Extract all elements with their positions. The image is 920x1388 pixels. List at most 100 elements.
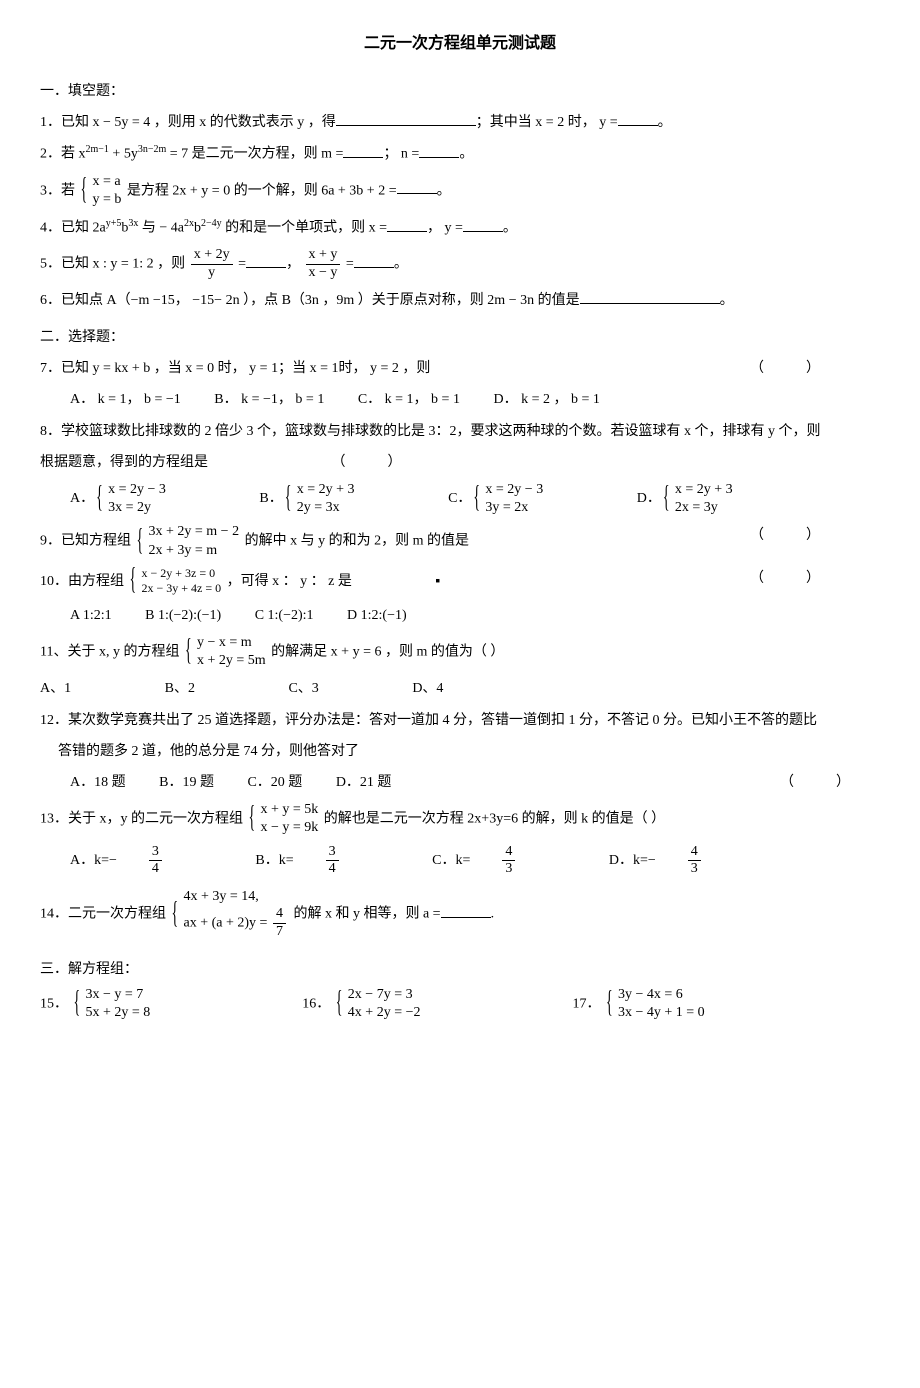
fraction: x + 2yy bbox=[191, 247, 233, 282]
t: ax + (a + 2)y = bbox=[184, 916, 271, 931]
option-c: C．x = 2y − 33y = 2x bbox=[448, 491, 603, 506]
eq: 3x − 4y + 1 = 0 bbox=[618, 1004, 705, 1022]
question-5: 5．已知 x : y = 1: 2 ，则 x + 2yy =， x + yx −… bbox=[40, 247, 880, 282]
q12-line2: 答错的题多 2 道，他的总分是 74 分，则他答对了 bbox=[58, 744, 359, 759]
system: y − x = m x + 2y = 5m bbox=[185, 634, 266, 670]
system: x = a y = b bbox=[81, 173, 122, 209]
question-14: 14．二元一次方程组 4x + 3y = 14, ax + (a + 2)y =… bbox=[40, 884, 880, 945]
num: 4 bbox=[688, 844, 701, 862]
eq: 2x − 7y = 3 bbox=[348, 986, 421, 1004]
eq: y − x = m bbox=[197, 634, 266, 652]
q9-prefix: 9．已知方程组 bbox=[40, 534, 131, 549]
q11-prefix: 11、关于 x, y 的方程组 bbox=[40, 644, 179, 659]
eq: x − 2y + 3z = 0 bbox=[142, 566, 222, 582]
eq: x = 2y + 3 bbox=[675, 481, 733, 499]
question-15: 15． 3x − y = 7 5x + 2y = 8 bbox=[40, 986, 152, 1022]
system: 3x + 2y = m − 2 2x + 3y = m bbox=[137, 523, 240, 559]
eq: x = 2y − 3 bbox=[485, 481, 543, 499]
option-b: B、2 bbox=[165, 681, 195, 696]
eq: y = b bbox=[93, 191, 122, 209]
question-10: 10．由方程组 x − 2y + 3z = 0 2x − 3y + 4z = 0… bbox=[40, 566, 880, 597]
option-a: A．18 题 bbox=[70, 775, 126, 790]
option-c: C 1:(−2):1 bbox=[255, 608, 314, 623]
option-b: B．k=34 bbox=[255, 853, 398, 868]
blank bbox=[343, 143, 383, 158]
q10-prefix: 10．由方程组 bbox=[40, 574, 124, 589]
question-7: 7．已知 y = kx + b ，当 x = 0 时， y = 1；当 x = … bbox=[40, 356, 880, 381]
page-title: 二元一次方程组单元测试题 bbox=[40, 30, 880, 59]
blank bbox=[580, 289, 720, 304]
exp: 2x bbox=[184, 218, 194, 229]
blank bbox=[463, 217, 503, 232]
exp: 2m−1 bbox=[86, 144, 109, 155]
eq: 3y = 2x bbox=[485, 499, 543, 517]
q5-end: 。 bbox=[394, 257, 408, 272]
option-d: D．x = 2y + 32x = 3y bbox=[637, 491, 793, 506]
fraction: x + yx − y bbox=[306, 247, 341, 282]
section-solve: 三．解方程组： bbox=[40, 957, 880, 982]
q2-p1: 2．若 x bbox=[40, 147, 86, 162]
q7-text: 7．已知 y = kx + b ，当 x = 0 时， y = 1；当 x = … bbox=[40, 361, 430, 376]
eq: 4x + 2y = −2 bbox=[348, 1004, 421, 1022]
eq: x = a bbox=[93, 173, 122, 191]
q4-mid2: ， y = bbox=[427, 221, 463, 236]
option-a: A、1 bbox=[40, 681, 71, 696]
q4-p: 4．已知 2a bbox=[40, 221, 106, 236]
eq: 2y = 3x bbox=[297, 499, 355, 517]
blank bbox=[246, 253, 286, 268]
blank bbox=[354, 253, 394, 268]
num: x + y bbox=[306, 247, 341, 265]
eq: 5x + 2y = 8 bbox=[86, 1004, 151, 1022]
q13-prefix: 13．关于 x，y 的二元一次方程组 bbox=[40, 812, 243, 827]
section-choice: 二．选择题： bbox=[40, 325, 880, 350]
q3-mid: 是方程 2x + y = 0 的一个解，则 6a + 3b + 2 = bbox=[127, 183, 397, 198]
t: A．k=− bbox=[70, 853, 117, 868]
q12-options: A．18 题 B．19 题 C．20 题 D．21 题 （ ） bbox=[70, 770, 880, 795]
q8-line2: 根据题意，得到的方程组是 （ ） bbox=[40, 450, 880, 475]
blank bbox=[336, 111, 476, 126]
blank bbox=[397, 179, 437, 194]
q4-end: 。 bbox=[503, 221, 517, 236]
question-9: 9．已知方程组 3x + 2y = m − 2 2x + 3y = m 的解中 … bbox=[40, 523, 880, 559]
t: D．k=− bbox=[609, 853, 656, 868]
option-c: C．k=43 bbox=[432, 853, 575, 868]
option-a: A．k=−34 bbox=[70, 853, 222, 868]
system: 4x + 3y = 14, ax + (a + 2)y = 47 bbox=[172, 884, 288, 945]
option-c: C、3 bbox=[288, 681, 318, 696]
eq: 4x + 3y = 14, bbox=[184, 888, 288, 906]
exp: 2−4y bbox=[201, 218, 222, 229]
question-12: 12．某次数学竞赛共出了 25 道选择题，评分办法是：答对一道加 4 分，答错一… bbox=[40, 708, 880, 733]
question-16: 16． 2x − 7y = 3 4x + 2y = −2 bbox=[302, 986, 422, 1022]
eq: x + 2y = 5m bbox=[197, 652, 266, 670]
section-fill: 一．填空题： bbox=[40, 79, 880, 104]
num: 4 bbox=[273, 906, 286, 924]
option-d: D． k = 2 ， b = 1 bbox=[493, 392, 599, 407]
q7-options: A． k = 1， b = −1 B． k = −1， b = 1 C． k =… bbox=[70, 387, 880, 412]
exp: y+5 bbox=[106, 218, 122, 229]
blank bbox=[618, 111, 658, 126]
den: 7 bbox=[273, 924, 286, 941]
option-c: C． k = 1， b = 1 bbox=[358, 392, 460, 407]
den: x − y bbox=[306, 265, 341, 282]
den: 3 bbox=[688, 861, 701, 878]
question-6: 6．已知点 A（−m −15， −15− 2n ），点 B（3n ，9m ）关于… bbox=[40, 288, 880, 313]
question-1: 1．已知 x − 5y = 4 ，则用 x 的代数式表示 y ，得；其中当 x … bbox=[40, 110, 880, 135]
q10-suffix: ，可得 x ： y ： z 是 bbox=[227, 574, 352, 589]
exp: 3x bbox=[128, 218, 138, 229]
system: 3y − 4x = 6 3x − 4y + 1 = 0 bbox=[606, 986, 705, 1022]
dot: ▪ bbox=[435, 574, 440, 589]
answer-paren: （ ） bbox=[750, 523, 820, 548]
q6-text: 6．已知点 A（−m −15， −15− 2n ），点 B（3n ，9m ）关于… bbox=[40, 293, 580, 308]
q11-suffix: 的解满足 x + y = 6 ，则 m 的值为（ ） bbox=[271, 644, 504, 659]
q2-end: 。 bbox=[459, 147, 473, 162]
eq: x + y = 5k bbox=[261, 801, 319, 819]
blank bbox=[419, 143, 459, 158]
q12-line2-row: 答错的题多 2 道，他的总分是 74 分，则他答对了 bbox=[58, 739, 880, 764]
option-d: D、4 bbox=[412, 681, 443, 696]
q2-m1: + 5y bbox=[109, 147, 138, 162]
question-13: 13．关于 x，y 的二元一次方程组 x + y = 5k x − y = 9k… bbox=[40, 801, 880, 837]
den: 3 bbox=[502, 861, 515, 878]
option-b: B 1:(−2):(−1) bbox=[145, 608, 221, 623]
eq: 3x + 2y = m − 2 bbox=[149, 523, 240, 541]
question-8: 8．学校篮球数比排球数的 2 倍少 3 个，篮球数与排球数的比是 3：2，要求这… bbox=[40, 419, 880, 444]
